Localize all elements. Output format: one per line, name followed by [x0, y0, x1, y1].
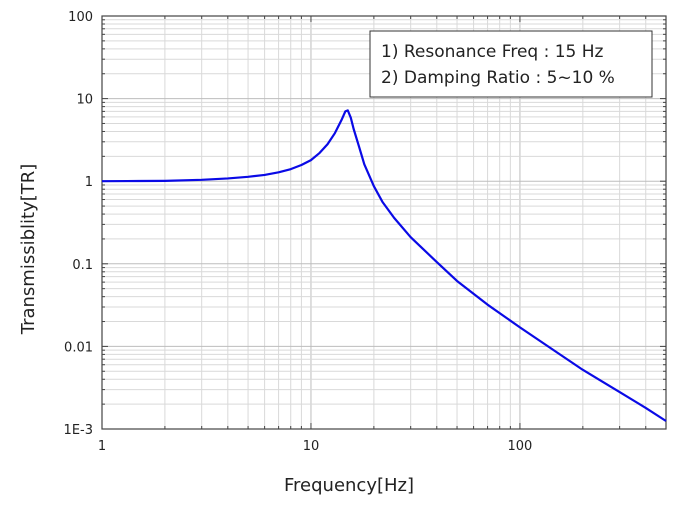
x-tick-label: 10: [303, 439, 320, 454]
y-axis-label: Transmissiblity[TR]: [18, 164, 39, 336]
annotation-line-1: 1) Resonance Freq : 15 Hz: [381, 42, 604, 62]
axis-ticks: 1 10 100 1E-3 0.01 0.1 1 10 100: [64, 10, 667, 454]
annotation-box: 1) Resonance Freq : 15 Hz 2) Damping Rat…: [369, 30, 653, 98]
y-tick-label: 100: [68, 10, 93, 25]
y-tick-label: 1: [85, 175, 93, 190]
y-tick-label: 1E-3: [64, 423, 93, 438]
x-tick-label: 1: [98, 439, 106, 454]
annotation-frame: [369, 30, 653, 98]
y-tick-label: 0.1: [72, 258, 93, 273]
y-tick-label: 10: [76, 93, 93, 108]
x-axis-label: Frequency[Hz]: [284, 475, 414, 496]
plot-frame: [101, 15, 667, 430]
y-tick-label: 0.01: [64, 340, 93, 355]
transmissibility-curve: [101, 109, 667, 422]
x-tick-label: 100: [508, 439, 533, 454]
annotation-line-2: 2) Damping Ratio : 5~10 %: [381, 68, 615, 88]
